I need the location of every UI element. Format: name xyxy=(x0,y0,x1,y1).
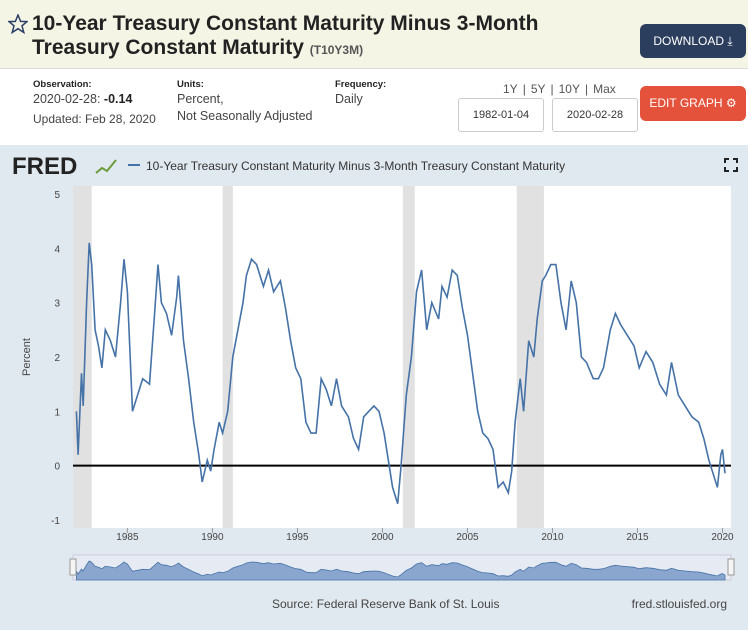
frequency-label: Frequency: xyxy=(335,79,387,90)
x-tick-label: 2015 xyxy=(626,532,649,543)
plot-area xyxy=(73,186,731,528)
separator: | xyxy=(522,82,526,96)
range-link[interactable]: Max xyxy=(593,82,616,96)
y-tick-label: -1 xyxy=(51,516,60,527)
separator: | xyxy=(550,82,554,96)
x-tick-label: 2005 xyxy=(456,532,479,543)
y-tick-label: 3 xyxy=(54,299,60,310)
edit-label: EDIT GRAPH xyxy=(649,96,723,110)
logo: FRED xyxy=(12,153,77,180)
chart: FRED Percent Source: Federal Reserve Ban… xyxy=(0,145,748,630)
logo-icon xyxy=(95,159,117,174)
x-tick-label: 2000 xyxy=(371,532,394,543)
range-links: 1Y | 5Y | 10Y | Max xyxy=(503,82,616,96)
recession-band xyxy=(222,186,233,528)
y-tick-label: 4 xyxy=(54,244,60,255)
y-tick-label: 0 xyxy=(54,462,60,473)
range-link[interactable]: 1Y xyxy=(503,82,518,96)
fullscreen-icon[interactable] xyxy=(724,158,738,172)
observation: 2020-02-28: -0.14 xyxy=(33,92,132,106)
download-button[interactable]: DOWNLOAD ⤓ xyxy=(640,24,746,58)
range-link[interactable]: 10Y xyxy=(558,82,580,96)
site: fred.stlouisfed.org xyxy=(632,597,727,611)
recession-band xyxy=(73,186,92,528)
y-tick-label: 5 xyxy=(54,190,60,201)
download-label: DOWNLOAD xyxy=(653,34,725,48)
star-icon[interactable] xyxy=(8,14,28,34)
units-label: Units: xyxy=(177,79,204,90)
line-series xyxy=(75,242,726,504)
title-block: 10-Year Treasury Constant Maturity Minus… xyxy=(32,12,622,62)
legend-label: 10-Year Treasury Constant Maturity Minus… xyxy=(146,159,565,173)
end-date[interactable]: 2020-02-28 xyxy=(552,98,638,132)
observation-label: Observation: xyxy=(33,79,92,90)
y-tick-label: 2 xyxy=(54,353,60,364)
range-link[interactable]: 5Y xyxy=(530,82,546,96)
updated: Updated: Feb 28, 2020 xyxy=(33,112,156,126)
separator: | xyxy=(584,82,589,96)
y-axis-label: Percent xyxy=(21,338,33,376)
units: Percent, xyxy=(177,92,224,106)
recession-band xyxy=(516,186,544,528)
x-tick-label: 1990 xyxy=(201,532,224,543)
x-tick-label: 2020 xyxy=(711,532,734,543)
units: Not Seasonally Adjusted xyxy=(177,109,313,123)
header: 10-Year Treasury Constant Maturity Minus… xyxy=(0,0,748,69)
observation-value: -0.14 xyxy=(103,92,133,106)
frequency: Daily xyxy=(335,92,363,106)
observation-date: 2020-02-28: xyxy=(33,92,101,106)
x-tick-label: 1995 xyxy=(286,532,309,543)
source: Source: Federal Reserve Bank of St. Loui… xyxy=(272,597,499,611)
slider-series xyxy=(75,560,726,581)
slider-handle[interactable] xyxy=(727,558,735,576)
title: 10-Year Treasury Constant Maturity Minus… xyxy=(32,12,539,59)
series-id: (T10Y3M) xyxy=(309,43,364,57)
y-tick-label: 1 xyxy=(54,407,60,418)
x-tick-label: 1985 xyxy=(116,532,139,543)
x-tick-label: 2010 xyxy=(541,532,564,543)
start-date[interactable]: 1982-01-04 xyxy=(458,98,544,132)
slider-handle[interactable] xyxy=(69,558,77,576)
edit-graph-button[interactable]: EDIT GRAPH ⚙ xyxy=(640,86,746,121)
recession-band xyxy=(402,186,415,528)
